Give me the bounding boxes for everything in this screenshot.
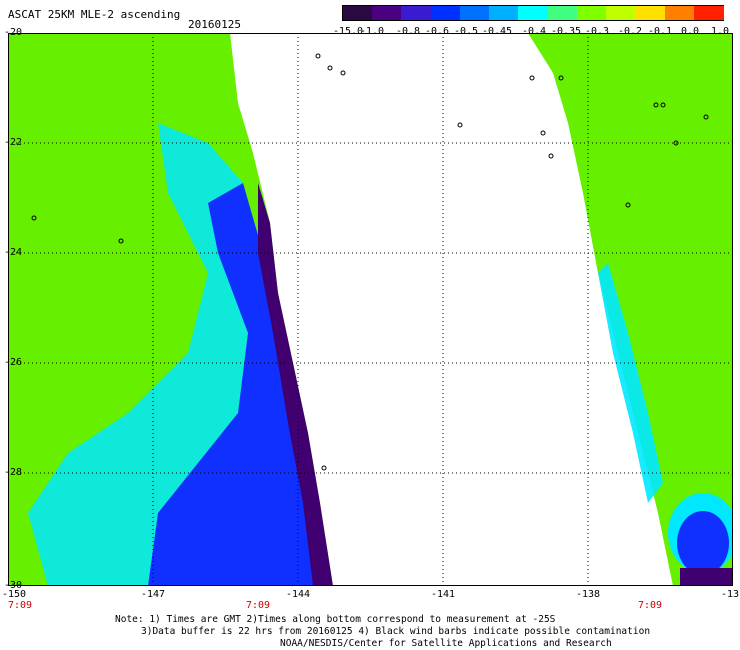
island-outline <box>625 202 631 208</box>
colorbar <box>342 5 724 21</box>
island-outline <box>321 465 327 471</box>
colorbar-label: -0.3 <box>584 26 610 37</box>
colorbar-label: 1.0 <box>710 26 730 37</box>
note-line-3: NOAA/NESDIS/Center for Satellite Applica… <box>280 638 612 649</box>
map-canvas <box>8 33 733 586</box>
colorbar-segment <box>343 6 374 20</box>
island-outline <box>340 70 346 76</box>
latitude-label: -26 <box>4 357 23 368</box>
colorbar-segment <box>606 6 637 20</box>
map-title: ASCAT 25KM MLE-2 ascending <box>8 8 181 21</box>
note-line-1: Note: 1) Times are GMT 2)Times along bot… <box>115 614 556 625</box>
colorbar-label: -0.6 <box>424 26 450 37</box>
island-outline <box>327 65 333 71</box>
longitude-label: -138 <box>575 589 601 600</box>
longitude-label: -141 <box>430 589 456 600</box>
latitude-label: -24 <box>4 247 23 258</box>
colorbar-segment <box>693 6 724 20</box>
colorbar-label: -0.45 <box>481 26 513 37</box>
colorbar-segment <box>401 6 432 20</box>
swath-left-blue-band <box>148 183 326 586</box>
colorbar-label: -0.1 <box>647 26 673 37</box>
swath-right-blue-patch <box>677 511 729 575</box>
colorbar-segment <box>459 6 491 20</box>
island-outline <box>703 114 709 120</box>
colorbar-label: -0.4 <box>521 26 547 37</box>
island-outline <box>540 130 546 136</box>
swath-right <box>528 33 733 586</box>
island-outline <box>548 153 554 159</box>
latitude-label: -30 <box>4 580 23 591</box>
island-outline <box>529 75 535 81</box>
time-label: 7:09 <box>637 600 663 611</box>
colorbar-segment <box>547 6 578 20</box>
colorbar-label: -15.0 <box>332 26 364 37</box>
longitude-label: -144 <box>285 589 311 600</box>
colorbar-label: -1.0 <box>359 26 385 37</box>
longitude-label: -147 <box>140 589 166 600</box>
island-outline <box>118 238 124 244</box>
colorbar-segment <box>430 6 461 20</box>
colorbar-label: 0.0 <box>680 26 700 37</box>
island-outline <box>31 215 37 221</box>
island-outline <box>660 102 666 108</box>
colorbar-segment <box>576 6 608 20</box>
colorbar-segment <box>635 6 666 20</box>
colorbar-label: -0.5 <box>453 26 479 37</box>
colorbar-segment <box>372 6 403 20</box>
note-line-2: 3)Data buffer is 22 hrs from 20160125 4)… <box>141 626 651 637</box>
map-date: 20160125 <box>188 18 241 31</box>
map-plot <box>8 33 733 586</box>
longitude-label: -150 <box>1 589 27 600</box>
time-label: 7:09 <box>245 600 271 611</box>
island-outline <box>558 75 564 81</box>
colorbar-label: -0.35 <box>550 26 582 37</box>
swath-right-purple-patch <box>680 568 733 586</box>
island-outline <box>653 102 659 108</box>
colorbar-segment <box>489 6 520 20</box>
latitude-label: -28 <box>4 467 23 478</box>
island-outline <box>457 122 463 128</box>
time-label: 7:09 <box>7 600 33 611</box>
swath-right-cyan-edge <box>598 263 663 503</box>
colorbar-label: -0.8 <box>395 26 421 37</box>
colorbar-label: -0.2 <box>617 26 643 37</box>
island-outline <box>673 140 679 146</box>
swath-left-edge <box>258 183 333 586</box>
latitude-label: -22 <box>4 137 23 148</box>
island-outline <box>315 53 321 59</box>
latitude-label: -20 <box>4 27 23 38</box>
footnotes: Note: 1) Times are GMT 2)Times along bot… <box>115 614 650 650</box>
map-frame <box>8 33 733 586</box>
colorbar-segment <box>518 6 549 20</box>
colorbar-segment <box>664 6 695 20</box>
longitude-label: -13 <box>720 589 740 600</box>
